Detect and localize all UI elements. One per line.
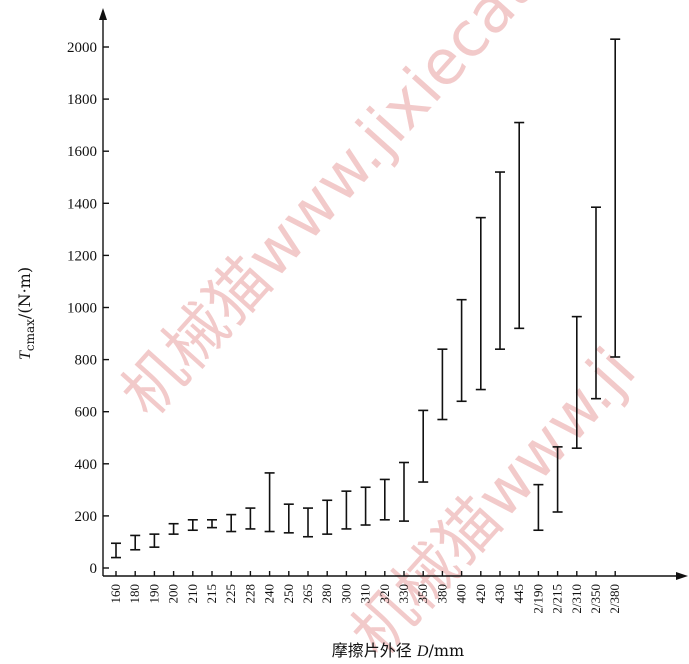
watermark: 机械猫www.jixiecat.com 机械猫www.ji — [107, 0, 650, 664]
x-tick-label: 200 — [166, 584, 181, 604]
x-tick-label: 190 — [146, 584, 161, 604]
x-tick-label: 160 — [108, 584, 123, 604]
x-tick-label: 320 — [377, 584, 392, 604]
x-tick-label: 215 — [204, 584, 219, 604]
x-ticks: 160 180 190 200 210 215 225 228 240 250 265 280 300 3… — [108, 571, 622, 614]
x-tick-label: 210 — [185, 584, 200, 604]
range-bars — [111, 38, 621, 559]
y-tick-label: 800 — [75, 353, 98, 369]
range-bar — [245, 507, 256, 530]
x-tick-label: 250 — [281, 584, 296, 604]
y-tick-label: 400 — [75, 457, 98, 473]
range-bar — [514, 121, 525, 330]
x-tick-label: 225 — [223, 584, 238, 604]
x-tick-label: 445 — [511, 584, 526, 604]
range-bar — [111, 542, 121, 559]
x-tick-label: 300 — [338, 584, 353, 604]
range-bar — [341, 490, 352, 530]
range-bar — [168, 522, 179, 535]
range-bar — [552, 446, 563, 513]
range-bar — [360, 486, 371, 526]
x-tick-label: 2/215 — [550, 584, 565, 614]
x-tick-label: 228 — [242, 584, 257, 604]
range-bar — [437, 348, 448, 421]
y-ticks: 0 200 400 600 800 1000 1200 1400 1600 1800 2000 — [67, 40, 109, 577]
y-tick-label: 1200 — [67, 248, 97, 264]
x-tick-label: 2/190 — [530, 584, 545, 614]
x-axis-title-prefix: 摩擦片外径 — [332, 641, 417, 660]
y-tick-label: 200 — [75, 509, 98, 525]
y-tick-label: 1800 — [67, 92, 97, 108]
axes — [99, 8, 688, 580]
range-bar — [399, 461, 409, 522]
x-tick-label: 180 — [127, 584, 142, 604]
y-tick-label: 600 — [75, 405, 98, 421]
range-bar — [283, 503, 294, 534]
range-bar — [187, 519, 198, 532]
x-tick-label: 350 — [415, 584, 430, 604]
y-axis-title-unit: /(N·m) — [15, 267, 34, 319]
y-tick-label: 1600 — [67, 144, 97, 160]
x-axis-arrow — [676, 572, 688, 580]
x-tick-label: 280 — [319, 584, 334, 604]
range-bar — [571, 315, 582, 449]
x-tick-label: 430 — [492, 584, 507, 604]
range-bar — [149, 533, 160, 548]
x-tick-label: 265 — [300, 584, 315, 604]
x-axis-title: 摩擦片外径 D/mm — [332, 641, 464, 660]
range-bar — [610, 38, 621, 358]
x-tick-label: 2/310 — [569, 584, 584, 614]
y-tick-label: 0 — [90, 561, 98, 577]
range-bar — [456, 298, 467, 403]
y-axis-title-sub: cmax — [23, 319, 37, 351]
x-tick-label: 330 — [396, 584, 411, 604]
x-tick-label: 380 — [434, 584, 449, 604]
y-axis-title: Tcmax/(N·m) — [15, 267, 37, 360]
range-bar — [475, 216, 486, 391]
y-axis-title-main: T — [17, 350, 34, 360]
x-tick-label: 2/380 — [607, 584, 622, 614]
y-axis-arrow — [99, 8, 107, 20]
range-bar — [322, 499, 333, 535]
x-axis-title-unit: /mm — [428, 641, 464, 660]
range-bar — [264, 472, 275, 533]
range-bar — [379, 478, 390, 521]
x-tick-label: 310 — [358, 584, 373, 604]
range-bar — [495, 171, 505, 350]
y-tick-label: 1000 — [67, 301, 97, 317]
range-bar — [226, 513, 237, 533]
x-tick-label: 400 — [454, 584, 469, 604]
range-bar — [418, 409, 429, 483]
range-bar — [207, 519, 217, 529]
range-bar — [130, 534, 141, 551]
y-tick-label: 2000 — [67, 40, 97, 56]
range-bar — [533, 483, 544, 532]
x-tick-label: 240 — [262, 584, 277, 604]
range-bar — [591, 206, 601, 400]
range-bar — [303, 507, 313, 538]
x-axis-title-var: D — [416, 643, 429, 660]
x-tick-label: 2/350 — [588, 584, 603, 614]
y-tick-label: 1400 — [67, 196, 97, 212]
x-tick-label: 420 — [473, 584, 488, 604]
